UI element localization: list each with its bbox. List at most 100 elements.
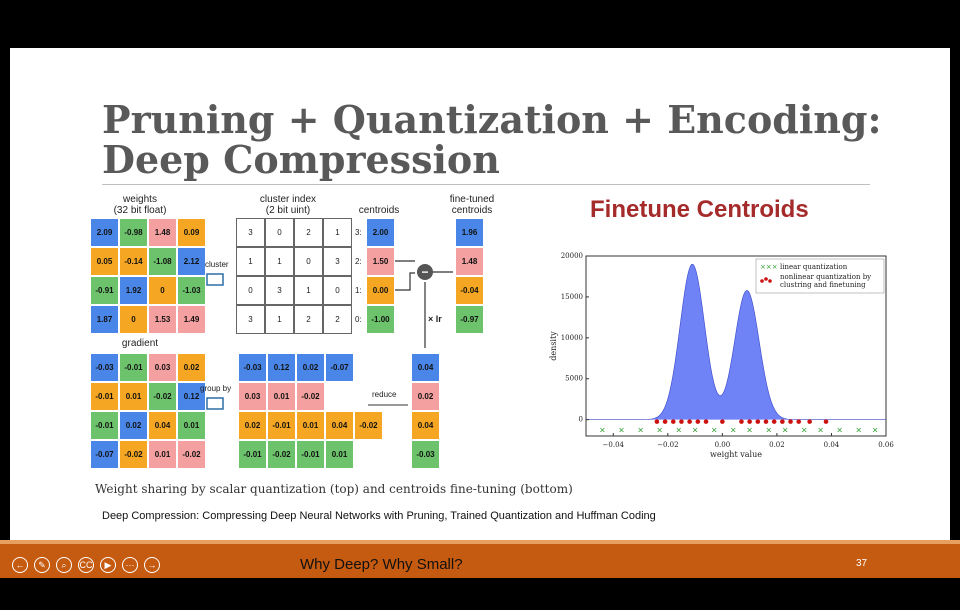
zoom-icon[interactable]: ⌕: [56, 557, 72, 573]
centroid-cell: 2.00: [366, 218, 395, 247]
figure-connectors: [206, 260, 453, 410]
x-tick-label: −0.02: [657, 441, 678, 449]
weight-cell: -1.08: [148, 247, 177, 276]
cluster-index-cell: 1: [265, 247, 294, 276]
pen-icon[interactable]: ✎: [34, 557, 50, 573]
lr-label: × lr: [428, 314, 442, 324]
grouped-gradient-cell: -0.07: [325, 353, 354, 382]
legend-nonlinear-marker: [768, 279, 772, 283]
gradient-cell: 0.02: [177, 353, 206, 382]
legend-linear-label: linear quantization: [780, 263, 848, 271]
linear-quantization-point: ×: [637, 425, 644, 434]
video-icon[interactable]: ▶: [100, 557, 116, 573]
reduced-gradient-cell: -0.03: [411, 440, 440, 469]
slide: Pruning + Quantization + Encoding: Deep …: [10, 48, 950, 540]
centroid-index-label: 0:: [355, 315, 362, 324]
nonlinear-quantization-point: [796, 419, 802, 424]
weight-cell: 1.87: [90, 305, 119, 334]
nonlinear-quantization-point: [670, 419, 676, 424]
nonlinear-quantization-point: [755, 419, 761, 424]
legend-box: [755, 258, 885, 294]
cluster-index-cell: 2: [323, 305, 352, 334]
cluster-index-cell: 1: [294, 276, 323, 305]
cluster-header: cluster index (2 bit uint): [259, 194, 317, 216]
cluster-index-cell: 0: [294, 247, 323, 276]
grouped-gradient-cell: -0.03: [238, 353, 267, 382]
weight-cell: -0.98: [119, 218, 148, 247]
weight-cell: 1.49: [177, 305, 206, 334]
nonlinear-quantization-point: [747, 419, 752, 424]
cluster-index-cell: 1: [265, 305, 294, 334]
y-tick-label: 15000: [561, 293, 583, 301]
gradient-cell: 0.02: [119, 411, 148, 440]
linear-quantization-point: ×: [765, 425, 772, 434]
slide-title: Pruning + Quantization + Encoding: Deep …: [102, 97, 882, 182]
nonlinear-quantization-point: [788, 419, 793, 424]
back-icon[interactable]: ←: [12, 557, 28, 573]
cluster-index-cell: 0: [323, 276, 352, 305]
gradient-cell: -0.07: [90, 440, 119, 469]
linear-quantization-point: ×: [599, 425, 606, 434]
nonlinear-quantization-point: [739, 419, 744, 424]
centroid-index-label: 2:: [355, 257, 362, 266]
density-area: [585, 263, 886, 420]
cluster-index-cell: 0: [265, 218, 294, 247]
groupby-label: group by: [200, 384, 232, 393]
linear-quantization-point: ×: [801, 425, 808, 434]
gradient-cell: -0.01: [90, 382, 119, 411]
grouped-gradient-cell: 0.04: [325, 411, 354, 440]
linear-quantization-point: ×: [836, 425, 843, 434]
figure-caption: Weight sharing by scalar quantization (t…: [95, 482, 573, 496]
nonlinear-quantization-point: [662, 419, 668, 424]
weight-cell: 0: [119, 305, 148, 334]
centroid-cell: 1.50: [366, 247, 395, 276]
cluster-index-cell: 3: [265, 276, 294, 305]
nonlinear-quantization-point: [695, 419, 701, 424]
gradient-cell: -0.02: [177, 440, 206, 469]
nonlinear-quantization-point: [654, 419, 660, 424]
more-icon[interactable]: ⋯: [122, 557, 138, 573]
cluster-index-cell: 3: [323, 247, 352, 276]
grouped-gradient-cell: -0.01: [238, 440, 267, 469]
linear-quantization-point: ×: [675, 425, 682, 434]
weights-header: weights (32 bit float): [113, 194, 167, 216]
x-tick-label: 0.00: [715, 441, 731, 449]
weight-cell: 0: [148, 276, 177, 305]
reduced-gradient-cell: 0.02: [411, 382, 440, 411]
grouped-gradient-cell: 0.01: [267, 382, 296, 411]
linear-quantization-point: ×: [872, 425, 879, 434]
y-tick-label: 5000: [565, 375, 583, 383]
cluster-index-cell: 1: [236, 247, 265, 276]
nonlinear-quantization-point: [720, 419, 725, 424]
legend-nonlinear-marker: [760, 279, 764, 283]
y-tick-label: 20000: [561, 252, 583, 260]
centroids-header: centroids: [358, 205, 400, 216]
weight-cell: 2.12: [177, 247, 206, 276]
minus-operator: −: [417, 264, 433, 280]
gradient-cell: 0.04: [148, 411, 177, 440]
legend-nonlinear-label: clustring and finetuning: [780, 281, 866, 289]
gradient-cell: -0.03: [90, 353, 119, 382]
nonlinear-quantization-point: [703, 419, 709, 424]
grouped-gradient-cell: -0.02: [267, 440, 296, 469]
forward-icon[interactable]: →: [144, 557, 160, 573]
cc-icon[interactable]: CC: [78, 557, 94, 573]
playback-controls: ← ✎ ⌕ CC ▶ ⋯ →: [12, 557, 160, 573]
finetuned-centroid-cell: 1.48: [455, 247, 484, 276]
weight-cell: 1.53: [148, 305, 177, 334]
finetune-title: Finetune Centroids: [590, 196, 809, 223]
connector-line: [395, 260, 415, 291]
x-tick-label: 0.04: [824, 441, 840, 449]
finetuned-centroid-cell: -0.04: [455, 276, 484, 305]
x-tick-label: −0.04: [603, 441, 625, 449]
linear-quantization-point: ×: [817, 425, 824, 434]
linear-quantization-point: ×: [692, 425, 699, 434]
gradient-cell: 0.12: [177, 382, 206, 411]
gradient-cell: 0.01: [148, 440, 177, 469]
x-tick-label: 0.06: [878, 441, 894, 449]
reduced-gradient-cell: 0.04: [411, 353, 440, 382]
grouped-gradient-cell: 0.02: [296, 353, 325, 382]
weight-cell: -1.03: [177, 276, 206, 305]
centroid-index-label: 1:: [355, 286, 362, 295]
weight-cell: 1.92: [119, 276, 148, 305]
